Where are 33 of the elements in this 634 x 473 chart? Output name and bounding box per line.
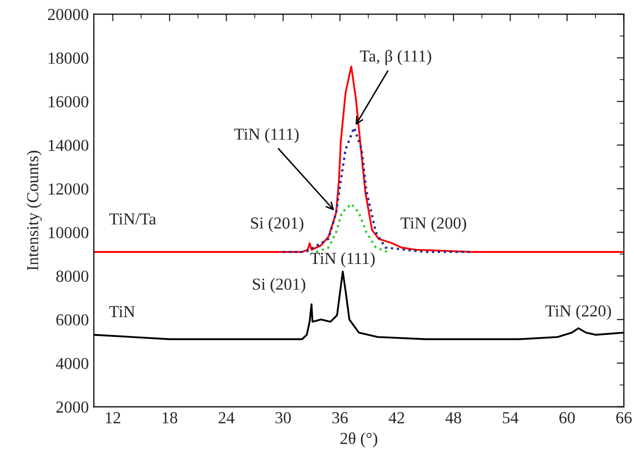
y-tick-label: 8000: [56, 270, 88, 282]
y-tick-label: 6000: [56, 314, 88, 326]
x-tick-label: 24: [218, 412, 234, 424]
y-tick-label: 20000: [48, 8, 88, 20]
x-tick-label: 30: [276, 412, 291, 424]
x-tick-label: 60: [559, 412, 575, 424]
y-tick-label: 14000: [48, 140, 88, 151]
annotation: TiN (200): [400, 216, 466, 232]
line-series: [94, 66, 624, 253]
annotation: Ta, β (111): [360, 50, 432, 66]
annotation: Si (201): [252, 278, 306, 294]
y-tick-label: 4000: [56, 358, 88, 370]
x-tick-label: 12: [106, 412, 120, 424]
x-tick-label: 18: [162, 412, 178, 424]
x-tick-label: 48: [445, 412, 462, 424]
x-tick-label: 54: [502, 412, 518, 424]
y-tick-label: 12000: [48, 183, 88, 195]
x-tick-label: 42: [388, 412, 404, 424]
y-tick-label: 10000: [48, 226, 88, 238]
annotation: TiN (111): [310, 252, 375, 268]
annotation: Si (201): [251, 216, 304, 232]
series-label: TiN/Ta: [109, 213, 156, 225]
y-tick-label: 2000: [56, 401, 88, 413]
x-axis-title: 2θ (°): [340, 432, 378, 448]
line-series: [315, 202, 388, 254]
series-label: TiN: [109, 306, 135, 318]
annotation: TiN (220): [545, 304, 611, 320]
x-tick-label: 36: [332, 412, 348, 424]
y-tick-label: 18000: [48, 52, 88, 64]
y-axis-title: Intensity (Counts): [26, 150, 42, 270]
y-tick-label: 16000: [48, 96, 88, 108]
x-tick-label: 66: [616, 412, 632, 424]
annotation: TiN (111): [234, 128, 299, 144]
